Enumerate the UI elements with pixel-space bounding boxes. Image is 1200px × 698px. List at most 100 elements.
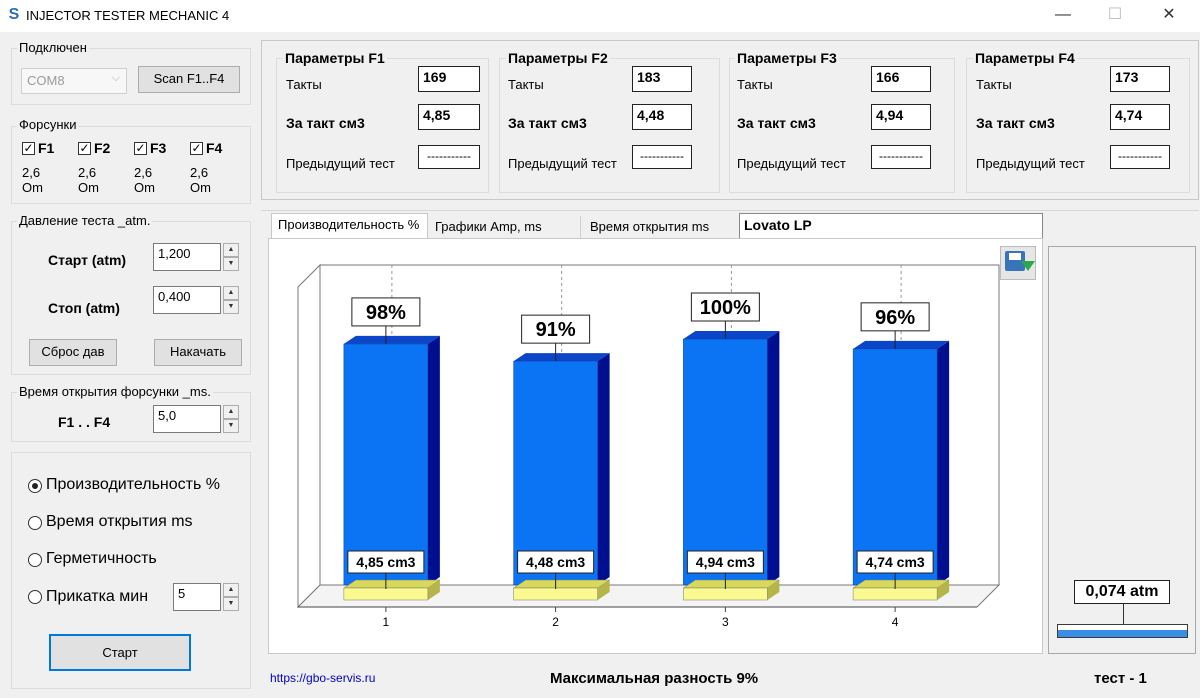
website-link[interactable]: https://gbo-servis.ru [270, 671, 376, 685]
params-f3-per-cycle-label: За такт см3 [737, 115, 816, 131]
connection-group [11, 48, 251, 105]
port-select[interactable]: COM8 ⌵ [21, 68, 127, 94]
tabs-divider [261, 210, 1199, 211]
params-f1-prev-value: ----------- [418, 145, 480, 169]
pressure-bar-fill [1058, 629, 1187, 637]
params-f3-title: Параметры F3 [735, 50, 839, 66]
volume-label-box [856, 550, 934, 574]
injector-model-field[interactable]: Lovato LP [739, 213, 1043, 239]
volume-label: 4,48 cm3 [526, 554, 585, 570]
injectors-group-label: Форсунки [17, 117, 79, 132]
maximize-icon[interactable]: ☐ [1107, 6, 1123, 23]
injector-f2-checkbox[interactable]: ✓ [78, 141, 91, 155]
params-f3-per-cycle-value: 4,94 [871, 104, 931, 130]
start-pressure-down-icon[interactable]: ▼ [223, 257, 239, 271]
params-f4-per-cycle-label: За такт см3 [976, 115, 1055, 131]
params-f3-prev-value: ----------- [871, 145, 931, 169]
save-icon[interactable] [1000, 246, 1036, 280]
injector-f2-resistance: 2,6 [78, 165, 97, 180]
params-f3-cycles-label: Такты [737, 77, 773, 92]
test-number: тест - 1 [1094, 670, 1147, 687]
value-label-box [860, 302, 930, 332]
run-in-up-icon[interactable]: ▲ [223, 583, 239, 597]
params-f4-cycles-label: Такты [976, 77, 1012, 92]
mode-tightness-label: Герметичность [46, 550, 157, 567]
volume-label: 4,74 cm3 [866, 554, 925, 570]
mode-open-time-radio[interactable] [28, 516, 42, 530]
bar-base-side [767, 580, 780, 600]
params-f2-cycles-value: 183 [632, 66, 692, 92]
reset-pressure-button[interactable]: Сброс дав [29, 339, 117, 366]
injector-f3-unit: Om [134, 180, 155, 195]
mode-run-in-radio[interactable] [28, 590, 42, 604]
bar-base [852, 587, 938, 601]
injector-f2-unit: Om [78, 180, 99, 195]
minimize-icon[interactable]: — [1055, 6, 1071, 23]
start-pressure-input[interactable]: 1,200 [153, 243, 221, 271]
connection-group-label: Подключен [17, 40, 89, 55]
params-f4-title: Параметры F4 [973, 50, 1077, 66]
volume-label-box [347, 550, 425, 574]
params-f4-cycles-value: 173 [1110, 66, 1170, 92]
tab-open-time[interactable]: Время открытия ms [590, 219, 710, 234]
bar-base-top [852, 579, 950, 589]
mode-performance-radio[interactable] [28, 479, 42, 493]
chevron-down-icon: ⌵ [111, 72, 120, 84]
injector-f1-resistance: 2,6 [22, 165, 41, 180]
injector-f1-unit: Om [22, 180, 43, 195]
params-f2-title: Параметры F2 [506, 50, 610, 66]
start-test-button[interactable]: Старт [49, 634, 191, 671]
max-difference: Максимальная разность 9% [550, 670, 759, 687]
params-f4-prev-value: ----------- [1110, 145, 1170, 169]
params-f2-per-cycle-value: 4,48 [632, 104, 692, 130]
scan-button[interactable]: Scan F1..F4 [138, 66, 240, 93]
injector-f4-unit: Om [190, 180, 211, 195]
stop-pressure-input[interactable]: 0,400 [153, 286, 221, 314]
tab-graphs[interactable]: Графики Amp, ms [429, 216, 581, 238]
bar [852, 348, 938, 586]
tab-performance[interactable]: Производительность % [271, 213, 428, 239]
params-f1-title: Параметры F1 [283, 50, 387, 66]
value-label: 91% [536, 319, 576, 341]
stop-pressure-down-icon[interactable]: ▼ [223, 300, 239, 314]
open-time-down-icon[interactable]: ▼ [223, 419, 239, 433]
bar-side [767, 331, 780, 585]
injector-f3-checkbox[interactable]: ✓ [134, 141, 147, 155]
params-f2-prev-label: Предыдущий тест [508, 156, 617, 171]
params-f1-cycles-label: Такты [286, 77, 322, 92]
bar-top [683, 331, 780, 339]
run-in-minutes-input[interactable]: 5 [173, 583, 221, 611]
x-tick-label: 2 [552, 615, 559, 629]
bar-top [853, 340, 950, 349]
value-label-box [521, 314, 591, 344]
volume-label: 4,94 cm3 [696, 554, 755, 570]
mode-performance-label: Производительность % [46, 476, 220, 493]
chart-left-wall [297, 263, 321, 609]
x-tick-label: 1 [383, 615, 390, 629]
open-time-group-label: Время открытия форсунки _ms. [17, 384, 213, 399]
bar-base-side [597, 580, 610, 600]
run-in-down-icon[interactable]: ▼ [223, 597, 239, 611]
injector-f4-checkbox[interactable]: ✓ [190, 141, 203, 155]
params-f2-per-cycle-label: За такт см3 [508, 115, 587, 131]
app-logo-icon: S [8, 6, 20, 23]
injectors-group [11, 126, 251, 204]
pump-button[interactable]: Накачать [154, 339, 242, 366]
params-f3-prev-label: Предыдущий тест [737, 156, 846, 171]
volume-label-box [517, 550, 595, 574]
mode-tightness-radio[interactable] [28, 553, 42, 567]
params-f1-per-cycle-label: За такт см3 [286, 115, 365, 131]
params-f2-cycles-label: Такты [508, 77, 544, 92]
injector-f1-checkbox[interactable]: ✓ [22, 141, 35, 155]
open-time-input[interactable]: 5,0 [153, 405, 221, 433]
bar-top [513, 353, 610, 362]
params-f1-cycles-value: 169 [418, 66, 480, 92]
stop-pressure-up-icon[interactable]: ▲ [223, 286, 239, 300]
injector-f4-label: F4 [206, 140, 223, 156]
start-pressure-up-icon[interactable]: ▲ [223, 243, 239, 257]
close-icon[interactable]: ✕ [1162, 6, 1176, 23]
open-time-up-icon[interactable]: ▲ [223, 405, 239, 419]
params-f4-prev-label: Предыдущий тест [976, 156, 1085, 171]
injector-f4-resistance: 2,6 [190, 165, 209, 180]
title-bar [0, 0, 1200, 32]
